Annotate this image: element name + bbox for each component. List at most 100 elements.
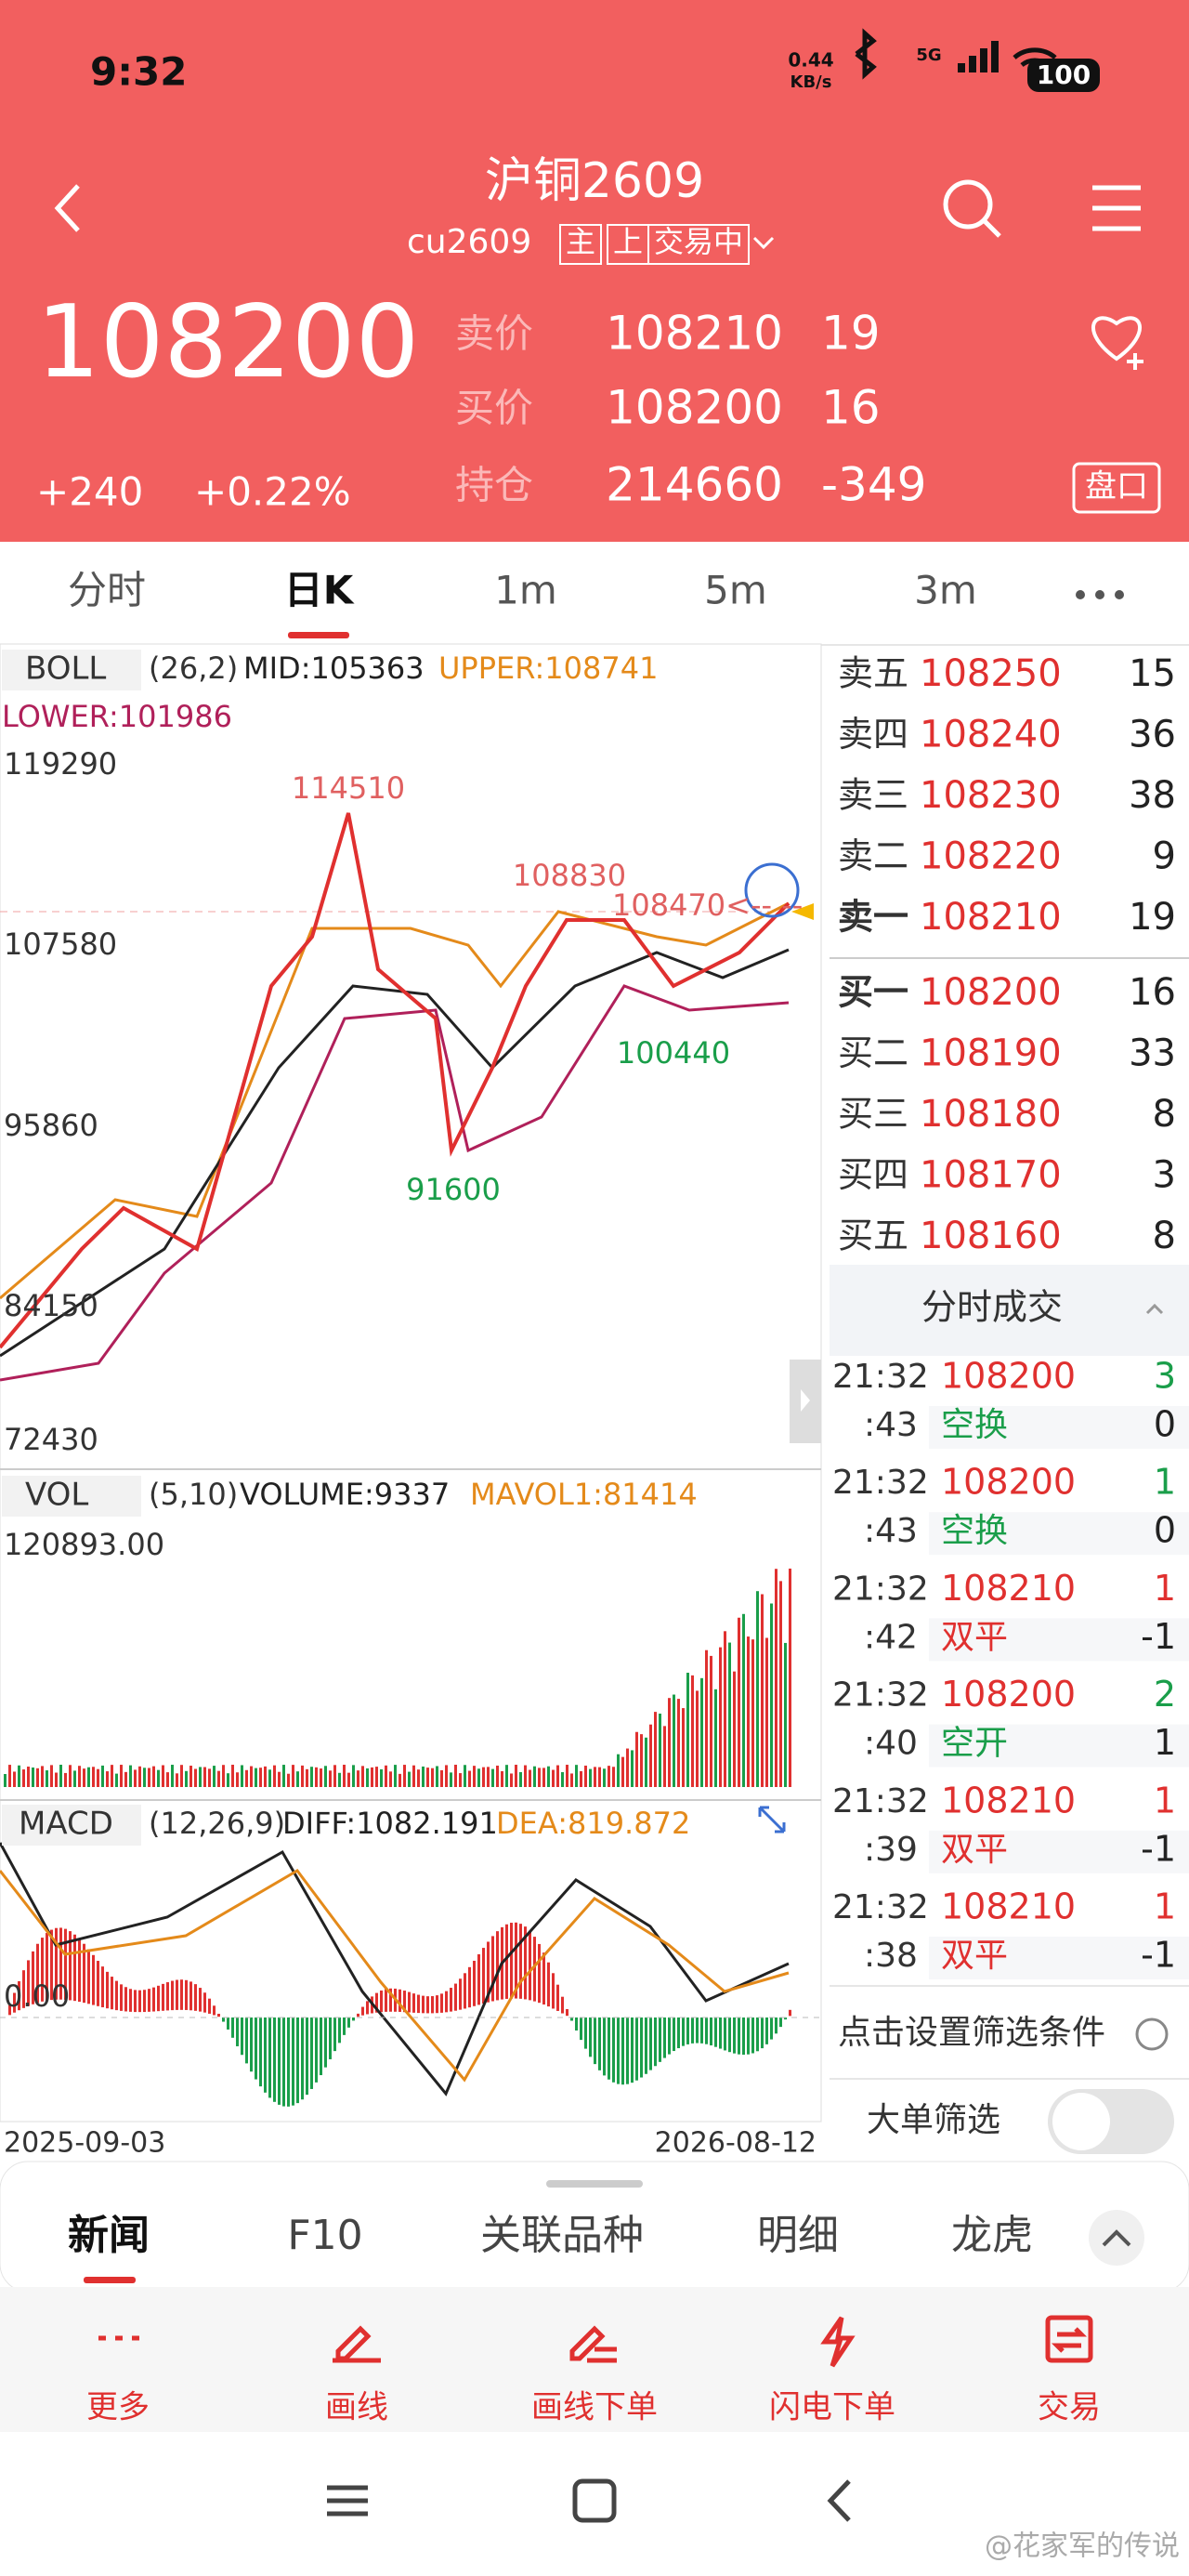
search-button[interactable] <box>943 179 1001 238</box>
decor-bar <box>496 1765 499 1787</box>
decor-bar <box>747 1636 750 1787</box>
status-time: 9:32 <box>90 49 187 95</box>
settings-icon[interactable] <box>1135 2017 1169 2051</box>
decor-bar <box>189 1981 192 2011</box>
toolbar-label[interactable]: 闪电下单 <box>769 2389 895 2426</box>
decor-bar <box>399 1773 401 1787</box>
decor-bar <box>445 1765 448 1787</box>
divider <box>830 1985 1189 1987</box>
decor-bar <box>779 2017 782 2028</box>
decor-bar <box>343 2017 346 2035</box>
change-pct: +0.22% <box>194 469 351 515</box>
bottom-tab[interactable]: F10 <box>287 2212 362 2259</box>
decor-bar <box>375 1992 378 2013</box>
decor-bar <box>482 1948 485 2004</box>
expand-sheet[interactable] <box>1089 2210 1144 2266</box>
back-button[interactable] <box>54 184 80 232</box>
decor-bar <box>120 1765 123 1787</box>
tab[interactable]: 5m <box>704 568 767 613</box>
toolbar-label[interactable]: 更多 <box>86 2389 150 2426</box>
nav-home[interactable] <box>572 2478 617 2523</box>
decor-bar <box>519 1924 522 1999</box>
book-price: 108240 <box>920 714 1062 756</box>
toolbar-label[interactable]: 画线下单 <box>531 2389 658 2426</box>
decor-bar <box>659 1714 661 1787</box>
decor-bar <box>436 1995 438 2014</box>
decor-bar <box>575 1765 578 1787</box>
trade-vol: 1 <box>1154 1780 1176 1820</box>
trade-row-bg <box>929 1724 1189 1768</box>
bottom-tab[interactable]: 龙虎 <box>951 2212 1033 2259</box>
trade-oi: 0 <box>1154 1510 1176 1551</box>
bottom-tab[interactable]: 新闻 <box>68 2212 150 2259</box>
decor-bar <box>347 2017 350 2028</box>
decor-bar <box>41 1766 44 1787</box>
expand-icon <box>758 1806 786 1833</box>
decor-bar <box>371 1767 373 1787</box>
tab[interactable]: 3m <box>914 568 977 613</box>
trade-time: 21:32 <box>832 1888 929 1926</box>
bottom-tab[interactable]: 关联品种 <box>480 2212 644 2259</box>
decor-bar <box>389 1771 392 1787</box>
decor-bar <box>231 2017 234 2038</box>
big-filter-label[interactable]: 大单筛选 <box>867 2101 1000 2139</box>
decor-bar <box>87 1949 90 2004</box>
decor-bar <box>338 1772 341 1787</box>
tab[interactable]: 1m <box>494 568 557 613</box>
decor-bar <box>4 1774 7 1787</box>
decor-bar <box>473 1960 476 2006</box>
decor-bar <box>756 1591 759 1787</box>
tab[interactable]: 日K <box>284 568 355 613</box>
chart-scroll-arrow <box>801 1389 810 1412</box>
decor-bar <box>700 1677 703 1787</box>
more-tabs[interactable] <box>1076 590 1124 599</box>
book-price: 108160 <box>920 1215 1062 1257</box>
decor-bar <box>645 1737 647 1787</box>
decor-bar <box>366 2001 369 2015</box>
decor-bar <box>245 1769 248 1787</box>
nav-menu[interactable] <box>327 2485 368 2517</box>
decor-bar <box>50 1929 53 2001</box>
nav-back[interactable] <box>827 2479 851 2522</box>
trade-price: 108210 <box>941 1780 1076 1820</box>
decor-bar <box>533 1937 536 2002</box>
battery <box>1027 59 1100 92</box>
decor-bar <box>663 2017 666 2058</box>
sheet-handle[interactable] <box>546 2180 643 2188</box>
decor-bar <box>617 1754 620 1787</box>
book-label: 卖三 <box>838 775 908 816</box>
decor-bar <box>431 1996 434 2014</box>
trade-time: 21:32 <box>832 1464 929 1502</box>
trade-price: 108210 <box>941 1886 1076 1927</box>
decor-bar <box>194 1768 197 1787</box>
decor-bar <box>36 1943 39 2004</box>
decor-bar <box>97 1768 99 1787</box>
decor-bar <box>589 2017 592 2057</box>
decor-bar <box>561 1996 564 2014</box>
quote-qty: -349 <box>821 458 926 512</box>
toolbar-label[interactable]: 交易 <box>1038 2389 1101 2426</box>
collapse-icon[interactable] <box>1145 1303 1164 1315</box>
filter-label[interactable]: 点击设置筛选条件 <box>838 2014 1105 2052</box>
decor-bar <box>686 2017 689 2044</box>
panel-button[interactable] <box>1072 462 1161 514</box>
trade-row-bg <box>929 1406 1189 1449</box>
price-line <box>0 812 790 1349</box>
favorite-button[interactable] <box>1091 316 1143 370</box>
toolbar-icons <box>98 2315 1093 2368</box>
panel-button-label[interactable]: 盘口 <box>1085 468 1148 506</box>
tag: 上 <box>613 224 643 259</box>
menu-button[interactable] <box>1092 185 1141 231</box>
dropdown[interactable] <box>752 236 775 250</box>
tab[interactable]: 分时 <box>68 568 146 613</box>
vol-params: (5,10) <box>149 1477 238 1512</box>
macd-dea: DEA:819.872 <box>496 1806 690 1841</box>
price-axis-label: 107580 <box>4 927 117 962</box>
decor-bar <box>124 1987 127 2012</box>
bottom-tab[interactable]: 明细 <box>757 2212 839 2259</box>
toolbar-label[interactable]: 画线 <box>325 2389 388 2426</box>
expand-button[interactable] <box>744 862 800 918</box>
decor-bar <box>203 1767 206 1787</box>
decor-bar <box>635 2017 638 2081</box>
